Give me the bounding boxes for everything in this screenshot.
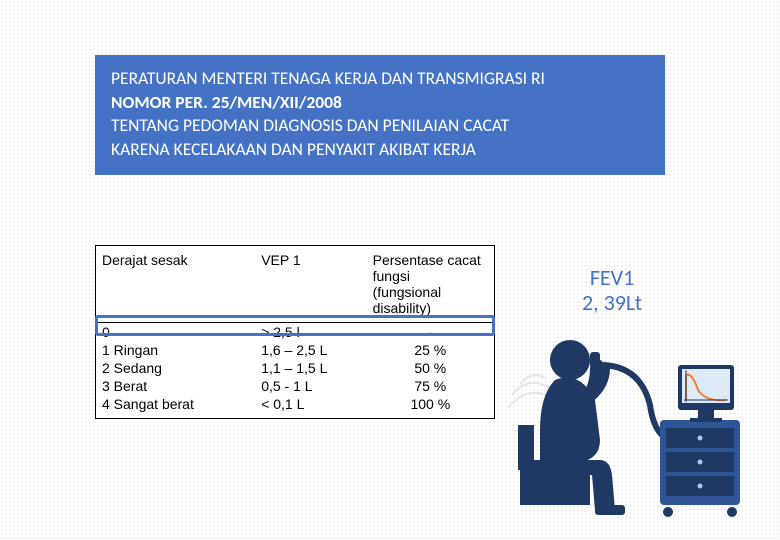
- fev-line1: FEV1: [590, 264, 634, 291]
- header-line1: PERATURAN MENTERI TENAGA KERJA DAN TRANS…: [111, 67, 545, 89]
- cell: 3 Berat: [96, 377, 255, 395]
- col-header: VEP 1: [255, 246, 366, 323]
- disability-table: Derajat sesak VEP 1 Persentase cacat fun…: [95, 245, 495, 419]
- cell: 100 %: [367, 395, 494, 418]
- col-header: Derajat sesak: [96, 246, 255, 323]
- cell: 50 %: [367, 359, 494, 377]
- cell: < 0,1 L: [255, 395, 366, 418]
- table-header-row: Derajat sesak VEP 1 Persentase cacat fun…: [96, 246, 494, 323]
- header-line2: NOMOR PER. 25/MEN/XII/2008: [111, 91, 342, 113]
- header-line4: KARENA KECELAKAAN DAN PENYAKIT AKIBAT KE…: [111, 138, 476, 160]
- table-row: 3 Berat 0,5 - 1 L 75 %: [96, 377, 494, 395]
- table-row: 0 > 2,5 l -: [96, 323, 494, 342]
- regulation-header: PERATURAN MENTERI TENAGA KERJA DAN TRANS…: [95, 55, 665, 175]
- cell: 1 Ringan: [96, 341, 255, 359]
- col-header-line1: Persentase cacat fungsi: [373, 252, 481, 284]
- fev-label: FEV1 2, 39Lt: [582, 265, 642, 316]
- person-spirometer-icon: [500, 310, 750, 520]
- table-row: 1 Ringan 1,6 – 2,5 L 25 %: [96, 341, 494, 359]
- col-header: Persentase cacat fungsi (fungsional disa…: [367, 246, 494, 323]
- cell: 75 %: [367, 377, 494, 395]
- table-row: 4 Sangat berat < 0,1 L 100 %: [96, 395, 494, 418]
- cell: 1,1 – 1,5 L: [255, 359, 366, 377]
- cell: 0,5 - 1 L: [255, 377, 366, 395]
- cell: > 2,5 l: [255, 323, 366, 342]
- spirometry-illustration: [500, 310, 750, 520]
- cell: 25 %: [367, 341, 494, 359]
- cell: 2 Sedang: [96, 359, 255, 377]
- header-line3: TENTANG PEDOMAN DIAGNOSIS DAN PENILAIAN …: [111, 114, 509, 136]
- cell: 0: [96, 323, 255, 342]
- col-header-line2: (fungsional disability): [373, 284, 442, 316]
- cell: -: [367, 323, 494, 342]
- cell: 1,6 – 2,5 L: [255, 341, 366, 359]
- table-row: 2 Sedang 1,1 – 1,5 L 50 %: [96, 359, 494, 377]
- cell: 4 Sangat berat: [96, 395, 255, 418]
